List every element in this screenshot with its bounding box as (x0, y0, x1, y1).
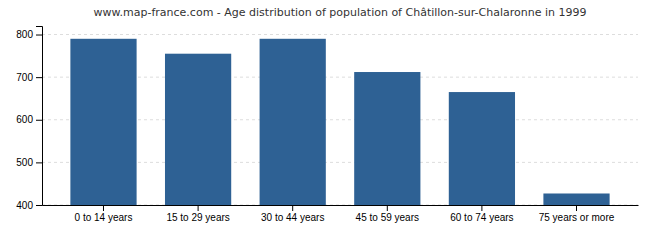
y-tick-label: 700 (16, 72, 33, 83)
chart: 400 500 600 700 800 0 to 14 years 15 to 29 yea… (0, 0, 650, 229)
y-tick-mark (36, 35, 42, 36)
x-tick-label: 45 to 59 years (356, 212, 419, 223)
y-tick: 400 (16, 200, 42, 211)
y-tick: 700 (16, 72, 42, 83)
x-tick-label: 75 years or more (539, 212, 615, 223)
x-tick-label: 0 to 14 years (75, 212, 133, 223)
y-tick-mark (36, 77, 42, 78)
y-tick: 800 (16, 29, 42, 40)
x-tick: 0 to 14 years (75, 205, 133, 223)
y-tick: 500 (16, 157, 42, 168)
bar (70, 39, 136, 205)
y-tick: 600 (16, 114, 42, 125)
x-tick-mark (387, 205, 388, 211)
x-tick: 45 to 59 years (356, 205, 419, 223)
x-axis-line (43, 205, 639, 206)
bars (70, 39, 609, 205)
x-tick: 75 years or more (539, 205, 615, 223)
bar (165, 54, 231, 205)
y-tick-label: 800 (16, 29, 33, 40)
y-tick-label: 400 (16, 200, 33, 211)
y-axis-line (36, 27, 43, 206)
x-tick-mark (481, 205, 482, 211)
x-tick-mark (292, 205, 293, 211)
x-axis: 0 to 14 years 15 to 29 years 30 to 44 year… (43, 205, 639, 223)
y-tick-label: 600 (16, 114, 33, 125)
y-tick-mark (36, 162, 42, 163)
x-tick: 15 to 29 years (166, 205, 229, 223)
y-tick-label: 500 (16, 157, 33, 168)
bar (354, 72, 420, 205)
bar (449, 92, 515, 205)
x-tick-mark (103, 205, 104, 211)
x-tick-label: 15 to 29 years (166, 212, 229, 223)
y-tick-mark (36, 120, 42, 121)
y-axis: 400 500 600 700 800 (16, 27, 42, 211)
bar (543, 193, 609, 205)
grid-line (42, 34, 638, 35)
x-tick: 30 to 44 years (261, 205, 324, 223)
x-tick-mark (576, 205, 577, 211)
x-tick-label: 60 to 74 years (450, 212, 513, 223)
y-tick-mark (36, 205, 42, 206)
x-tick-label: 30 to 44 years (261, 212, 324, 223)
bar (260, 39, 326, 205)
plot: 400 500 600 700 800 0 to 14 years 15 to 29 yea… (16, 27, 638, 229)
x-tick: 60 to 74 years (450, 205, 513, 223)
title: www.map-france.com - Age distribution of… (94, 6, 587, 19)
x-tick-mark (198, 205, 199, 211)
